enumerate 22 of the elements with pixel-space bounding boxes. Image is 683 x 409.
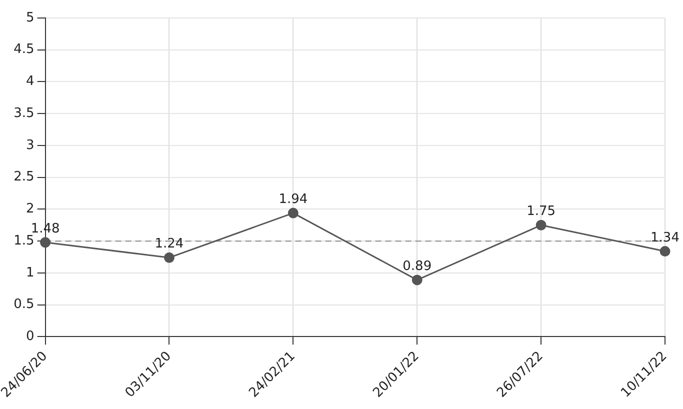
y-tick-label: 1 — [26, 265, 34, 280]
y-tick-label: 2.5 — [14, 170, 34, 185]
point — [660, 246, 670, 257]
y-tick-label: 4.5 — [14, 42, 34, 58]
y-tick-label: 0 — [26, 329, 34, 344]
y-tick-label: 5 — [26, 10, 34, 26]
point — [536, 220, 546, 230]
data-label: 1.24 — [154, 236, 184, 252]
point — [40, 237, 51, 248]
y-tick-label: 3 — [26, 138, 34, 153]
y-tick-label: 4 — [26, 74, 34, 90]
point — [288, 208, 298, 218]
point — [164, 252, 174, 263]
data-label: 0.89 — [402, 258, 432, 274]
point — [412, 274, 422, 286]
data-label: 1.75 — [526, 204, 556, 220]
data-label: 1.34 — [650, 230, 680, 246]
y-tick-label: 3.5 — [14, 106, 34, 121]
data-label: 1.94 — [278, 192, 308, 208]
y-tick-label: 0.5 — [14, 297, 34, 312]
y-tick-label: 2 — [26, 202, 34, 217]
y-tick-label: 1.5 — [14, 233, 34, 248]
